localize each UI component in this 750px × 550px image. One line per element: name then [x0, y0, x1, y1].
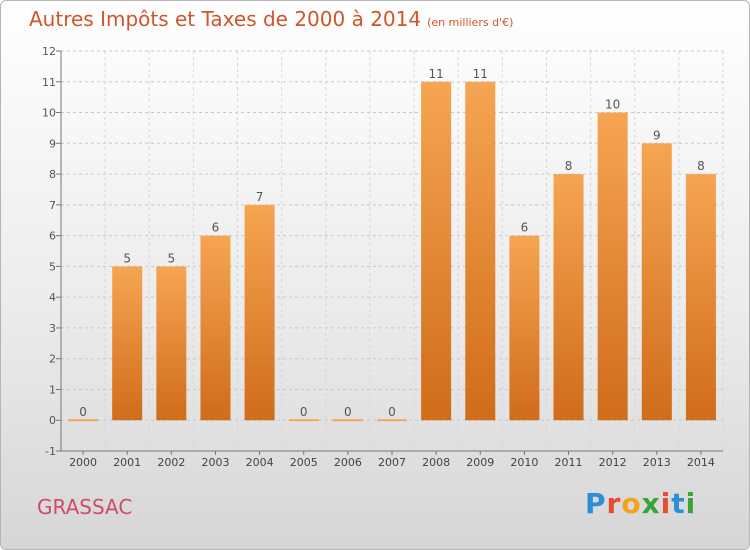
data-label: 10	[605, 98, 620, 112]
y-tick-label: -1	[45, 445, 56, 458]
data-label: 6	[212, 221, 220, 235]
data-labels: 0 5 5 6 7 0 0 0 11 11 6 8 10 9 8	[79, 67, 705, 419]
data-label: 5	[123, 251, 131, 265]
chart-title-text: Autres Impôts et Taxes de 2000 à 2014	[29, 7, 422, 31]
chart-title: Autres Impôts et Taxes de 2000 à 2014 (en…	[29, 7, 513, 31]
logo-letter: P	[585, 487, 607, 520]
bar	[288, 419, 319, 422]
data-label: 0	[79, 405, 87, 419]
x-tick-label: 2013	[643, 456, 671, 469]
bar	[112, 266, 143, 421]
bar	[68, 419, 99, 422]
logo-letter: t	[671, 487, 686, 520]
data-label: 9	[653, 128, 661, 142]
y-tick-label: 9	[49, 137, 56, 150]
x-tick-label: 2008	[422, 456, 450, 469]
data-label: 8	[697, 159, 705, 173]
y-tick-label: 4	[49, 291, 56, 304]
data-label: 5	[168, 251, 176, 265]
y-tick-label: 3	[49, 322, 56, 335]
bar	[421, 81, 452, 421]
x-tick-label: 2005	[290, 456, 318, 469]
proxiti-logo: Proxiti	[585, 487, 696, 520]
y-tick-label: 5	[49, 260, 56, 273]
x-tick-label: 2007	[378, 456, 406, 469]
logo-letter: r	[606, 487, 622, 520]
x-tick-label: 2004	[246, 456, 274, 469]
y-tick-label: 0	[49, 414, 56, 427]
x-tick-label: 2014	[687, 456, 715, 469]
y-tick-label: 6	[49, 230, 56, 243]
data-label: 0	[300, 405, 308, 419]
bar	[641, 143, 672, 421]
y-tick-label: 8	[49, 168, 56, 181]
logo-letter: x	[641, 487, 661, 520]
y-tick-label: 10	[42, 107, 56, 120]
y-tick-label: 2	[49, 353, 56, 366]
x-tick-label: 2003	[201, 456, 229, 469]
logo-letter: i	[685, 487, 697, 520]
bar	[597, 112, 628, 421]
data-label: 0	[344, 405, 352, 419]
logo-letter: o	[621, 487, 642, 520]
x-tick-label: 2006	[334, 456, 362, 469]
y-tick-label: 12	[42, 45, 56, 58]
data-label: 0	[388, 405, 396, 419]
chart-unit: (en milliers d'€)	[427, 16, 514, 29]
data-label: 7	[256, 190, 264, 204]
x-tick-label: 2011	[555, 456, 583, 469]
y-tick-label: 11	[42, 76, 56, 89]
logo-letter: i	[660, 487, 672, 520]
commune-name: GRASSAC	[37, 495, 133, 519]
data-label: 6	[521, 221, 529, 235]
x-tick-label: 2002	[157, 456, 185, 469]
bar	[377, 419, 407, 422]
bar	[509, 235, 540, 421]
x-tick-label: 2001	[113, 456, 141, 469]
bar	[156, 266, 187, 421]
bar	[553, 174, 584, 421]
x-tick-label: 2012	[599, 456, 627, 469]
bar	[685, 174, 716, 421]
data-label: 8	[565, 159, 573, 173]
y-tick-label: 1	[49, 383, 56, 396]
x-tick-label: 2009	[466, 456, 494, 469]
data-label: 11	[428, 67, 443, 81]
data-label: 11	[473, 67, 488, 81]
bar	[200, 235, 231, 421]
bars	[68, 81, 716, 422]
y-tick-label: 7	[49, 199, 56, 212]
bar	[332, 419, 363, 422]
bar	[465, 81, 496, 421]
x-tick-label: 2000	[69, 456, 97, 469]
bar	[244, 204, 275, 421]
x-tick-label: 2010	[510, 456, 538, 469]
